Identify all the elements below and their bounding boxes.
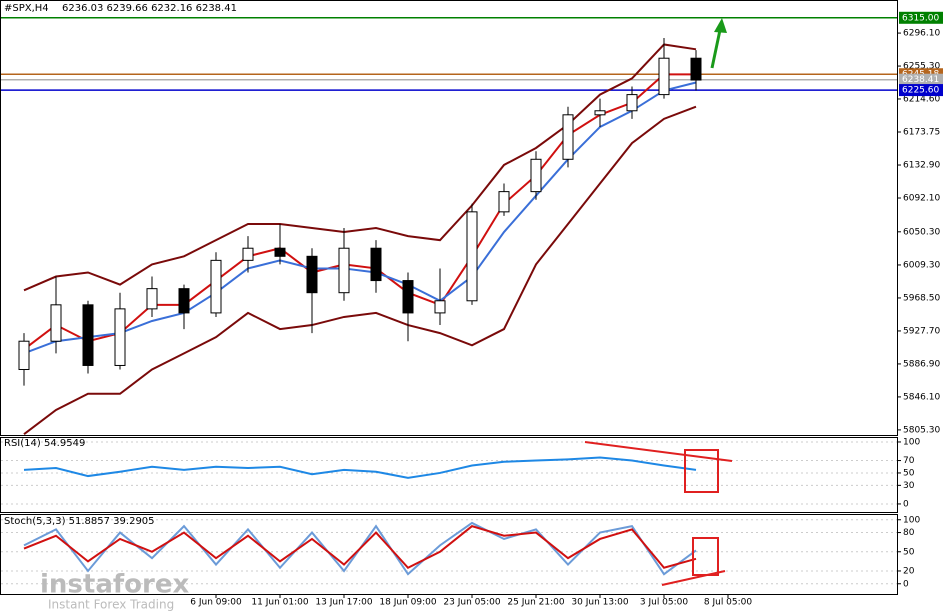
y-tick-label: 80 bbox=[903, 528, 915, 538]
y-tick-label: 6255.30 bbox=[903, 62, 940, 72]
candle-body bbox=[658, 57, 670, 96]
candle-body bbox=[306, 255, 318, 294]
y-tick-label: 70 bbox=[903, 456, 915, 466]
price-label-box bbox=[899, 73, 943, 86]
price-label-box bbox=[899, 84, 943, 97]
x-tick-label: 3 Jul 05:00 bbox=[640, 598, 689, 608]
x-tick-label: 23 Jun 05:00 bbox=[443, 598, 500, 608]
y-tick-label: 0 bbox=[903, 499, 909, 509]
candle-body bbox=[178, 288, 190, 314]
x-tick-label: 18 Jun 09:00 bbox=[379, 598, 436, 608]
candle-body bbox=[114, 308, 126, 366]
indicator-line bbox=[23, 81, 697, 355]
y-tick-label: 0 bbox=[903, 579, 909, 589]
y-tick-label: 100 bbox=[903, 437, 920, 447]
candle-body bbox=[242, 247, 254, 261]
candle-body bbox=[626, 94, 638, 112]
candle-body bbox=[146, 288, 158, 310]
price-label: 6238.41 bbox=[902, 75, 939, 85]
candle-body bbox=[498, 191, 510, 213]
y-tick-label: 5886.90 bbox=[903, 359, 940, 369]
y-tick-label: 6296.10 bbox=[903, 29, 940, 39]
y-tick-label: 5846.10 bbox=[903, 392, 940, 402]
y-tick-label: 50 bbox=[903, 547, 915, 557]
rsi-panel bbox=[0, 437, 898, 513]
price-label: 6315.00 bbox=[902, 13, 939, 23]
rsi-title: RSI(14) 54.9549 bbox=[4, 438, 85, 449]
y-tick-label: 20 bbox=[903, 566, 915, 576]
candle-body bbox=[530, 158, 542, 193]
watermark-brand: instaforex bbox=[40, 570, 190, 600]
candle-body bbox=[370, 247, 382, 282]
candle-body bbox=[562, 114, 574, 160]
y-tick-label: 5968.50 bbox=[903, 293, 940, 303]
x-tick-label: 11 Jun 01:00 bbox=[251, 598, 308, 608]
y-tick-label: 6092.10 bbox=[903, 194, 940, 204]
x-tick-label: 13 Jun 17:00 bbox=[315, 598, 372, 608]
chart-title: #SPX,H4 bbox=[4, 3, 49, 14]
y-tick-label: 6132.90 bbox=[903, 161, 940, 171]
x-tick-label: 25 Jun 21:00 bbox=[507, 598, 564, 608]
indicator-line bbox=[23, 43, 697, 292]
candle-body bbox=[338, 247, 350, 294]
candle-body bbox=[594, 110, 606, 116]
watermark-tagline: Instant Forex Trading bbox=[48, 598, 174, 612]
stoch-box bbox=[692, 537, 719, 576]
stoch-title: Stoch(5,3,3) 51.8857 39.2905 bbox=[4, 516, 155, 527]
rsi-box bbox=[684, 449, 719, 493]
y-tick-label: 6173.75 bbox=[903, 127, 940, 137]
candle-body bbox=[50, 304, 62, 342]
y-tick-label: 50 bbox=[903, 468, 915, 478]
price-label-box bbox=[899, 11, 943, 24]
candle-body bbox=[18, 340, 30, 371]
candle-body bbox=[274, 247, 286, 257]
y-tick-label: 100 bbox=[903, 515, 920, 525]
annotations bbox=[584, 18, 733, 586]
main-panel bbox=[0, 0, 898, 436]
x-tick-label: 8 Jul 05:00 bbox=[704, 598, 753, 608]
indicator-line bbox=[23, 105, 697, 435]
arrow-head bbox=[714, 18, 727, 33]
price-label: 6225.60 bbox=[902, 86, 939, 96]
y-tick-label: 6214.60 bbox=[903, 94, 940, 104]
oscillator-line bbox=[23, 456, 697, 479]
y-tick-label: 6050.30 bbox=[903, 227, 940, 237]
y-tick-label: 5927.70 bbox=[903, 326, 940, 336]
x-tick-label: 6 Jun 09:00 bbox=[190, 598, 242, 608]
rsi-trendline bbox=[584, 441, 733, 462]
ohlc-readout: 6236.03 6239.66 6232.16 6238.41 bbox=[62, 3, 237, 14]
candle-body bbox=[210, 259, 222, 314]
candle-body bbox=[690, 57, 702, 81]
y-tick-label: 5805.30 bbox=[903, 425, 940, 435]
arrow-shaft bbox=[710, 29, 722, 69]
y-tick-label: 30 bbox=[903, 481, 915, 491]
y-tick-label: 6009.30 bbox=[903, 260, 940, 270]
x-tick-label: 30 Jun 13:00 bbox=[571, 598, 628, 608]
stoch-panel bbox=[0, 514, 898, 595]
candle-body bbox=[466, 211, 478, 302]
stoch-trendline bbox=[661, 570, 726, 586]
candle-body bbox=[402, 280, 414, 314]
indicator-line bbox=[23, 73, 696, 351]
oscillator-line bbox=[23, 525, 697, 569]
candle-body bbox=[434, 300, 446, 314]
candle-body bbox=[82, 304, 94, 366]
